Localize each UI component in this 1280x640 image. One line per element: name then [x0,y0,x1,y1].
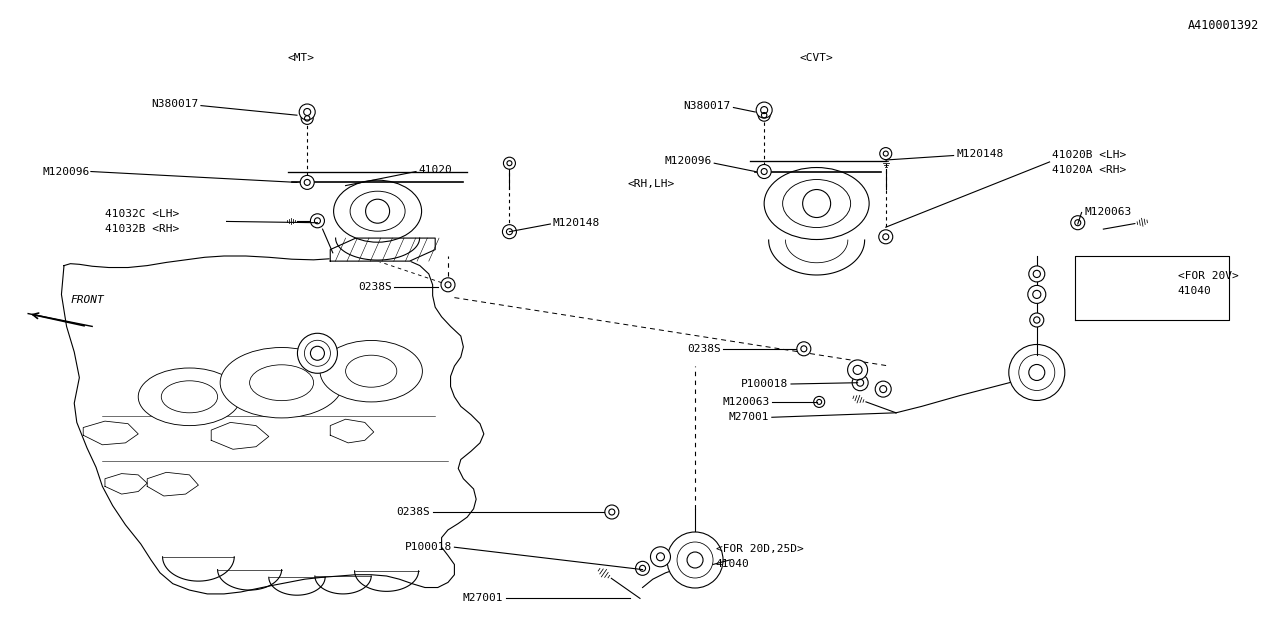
Circle shape [1009,344,1065,401]
Text: <FOR 20V>: <FOR 20V> [1178,271,1238,282]
Circle shape [503,157,516,169]
Ellipse shape [764,168,869,239]
Text: M120148: M120148 [553,218,600,228]
Text: 41040: 41040 [1178,286,1211,296]
Circle shape [756,102,772,118]
Text: M120063: M120063 [1084,207,1132,218]
Circle shape [1028,285,1046,303]
Ellipse shape [220,348,343,418]
Text: 41020: 41020 [419,164,452,175]
Circle shape [879,148,892,159]
Text: M120148: M120148 [956,148,1004,159]
Text: 41020A <RH>: 41020A <RH> [1052,164,1126,175]
Text: <CVT>: <CVT> [800,52,833,63]
Circle shape [847,360,868,380]
Circle shape [1029,266,1044,282]
Ellipse shape [320,340,422,402]
Circle shape [650,547,671,567]
Polygon shape [768,240,865,275]
Polygon shape [61,255,484,594]
Circle shape [1071,216,1084,230]
Text: 41032B <RH>: 41032B <RH> [105,224,179,234]
Circle shape [758,109,771,121]
Circle shape [797,342,810,356]
Text: <MT>: <MT> [287,52,315,63]
Circle shape [636,561,649,575]
Circle shape [852,374,868,390]
Circle shape [442,278,454,292]
Ellipse shape [334,180,421,242]
Text: <RH,LH>: <RH,LH> [627,179,675,189]
Text: M27001: M27001 [728,412,769,422]
Text: <FOR 20D,25D>: <FOR 20D,25D> [716,544,804,554]
Text: P100018: P100018 [741,379,788,389]
Circle shape [301,175,314,189]
Circle shape [300,104,315,120]
Text: 0238S: 0238S [358,282,392,292]
Circle shape [1030,313,1043,327]
Text: 41040: 41040 [716,559,749,570]
Circle shape [758,164,771,179]
Circle shape [667,532,723,588]
Text: P100018: P100018 [404,542,452,552]
Circle shape [301,113,314,124]
Text: A410001392: A410001392 [1188,19,1260,32]
Text: M120063: M120063 [722,397,769,407]
Circle shape [311,214,324,228]
Text: N380017: N380017 [684,100,731,111]
Circle shape [503,225,516,239]
Text: M27001: M27001 [462,593,503,604]
Text: FRONT: FRONT [70,294,104,305]
Circle shape [605,505,618,519]
Circle shape [876,381,891,397]
Ellipse shape [138,368,241,426]
Text: 41020B <LH>: 41020B <LH> [1052,150,1126,160]
Polygon shape [335,238,420,260]
Text: M120096: M120096 [42,166,90,177]
Circle shape [297,333,338,373]
Text: M120096: M120096 [664,156,712,166]
Text: 0238S: 0238S [397,507,430,517]
Circle shape [814,396,824,408]
Text: 0238S: 0238S [687,344,721,354]
Polygon shape [330,238,435,261]
Circle shape [879,230,892,244]
Text: N380017: N380017 [151,99,198,109]
Text: 41032C <LH>: 41032C <LH> [105,209,179,219]
